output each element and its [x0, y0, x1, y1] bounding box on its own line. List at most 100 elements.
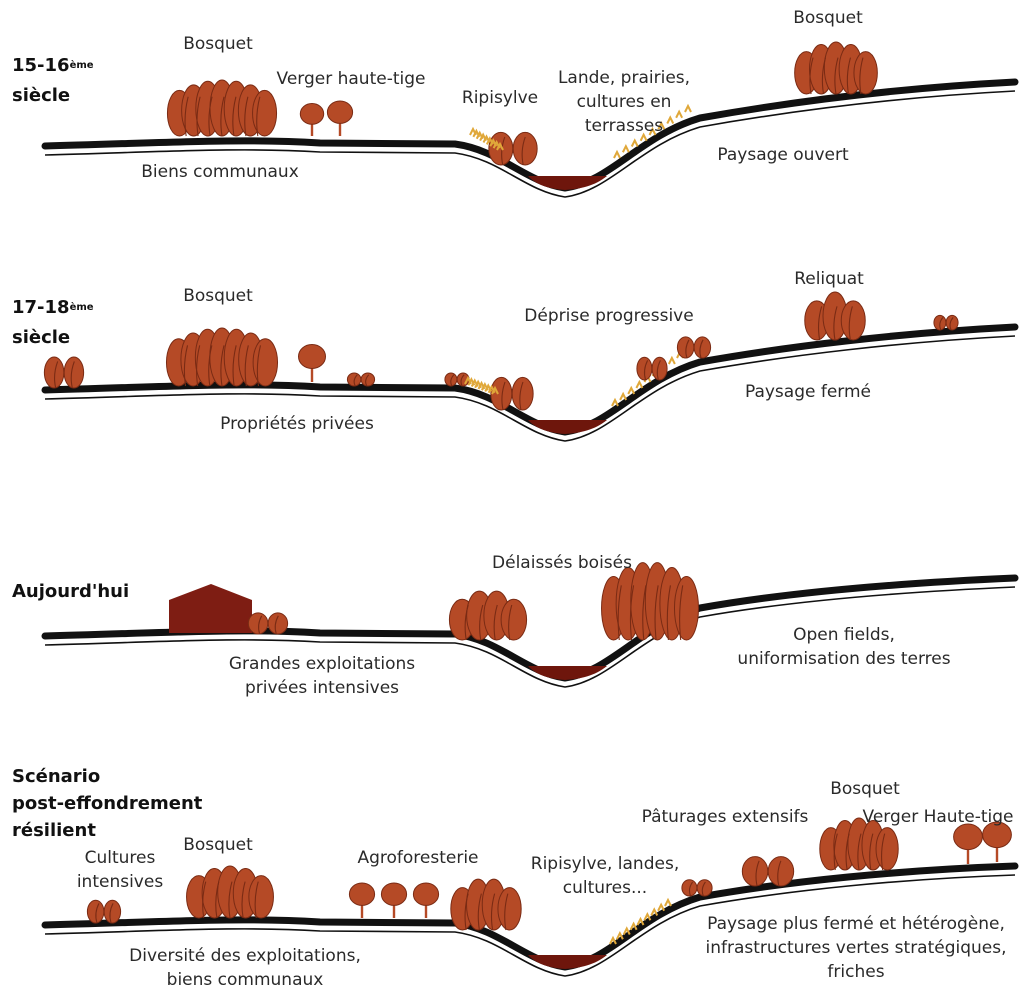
bush-stroke: [215, 881, 220, 919]
bush-lobe: [693, 336, 712, 359]
bush-stroke: [241, 881, 246, 919]
ripisylve-p4: [450, 878, 522, 931]
bush-lobe: [267, 612, 289, 635]
shrub-tuft: [643, 912, 652, 921]
bosquet-p1-left: [166, 79, 278, 137]
bush-stroke: [244, 96, 249, 137]
bush-stroke: [254, 881, 259, 919]
panel4-label-bosquet-left: Bosquet: [183, 835, 253, 855]
bush-stroke: [617, 585, 622, 641]
bush-stroke: [490, 893, 496, 931]
ground-underline: [44, 874, 1016, 977]
shrub-tuft: [615, 931, 624, 940]
river: [528, 420, 607, 434]
shrub-tuft: [667, 355, 676, 365]
bush-stroke: [501, 381, 506, 411]
bush-stroke: [464, 604, 469, 641]
bush-stroke: [821, 57, 827, 95]
shrub-tuft: [664, 897, 672, 907]
ripisylve-p1: [488, 131, 538, 166]
bush-stroke: [109, 903, 114, 924]
panel1-label-lande: Lande, prairies, cultures en terrasses: [557, 68, 691, 136]
bush-stroke: [857, 833, 862, 871]
shrub-tuft: [611, 397, 619, 407]
bush-stroke: [220, 345, 225, 387]
verger-tree: [326, 100, 354, 136]
bush-stroke: [493, 604, 498, 641]
bush-stroke: [629, 585, 635, 641]
shrub-tuft: [657, 902, 666, 912]
tree-trunk: [995, 842, 999, 862]
bush-stroke: [479, 604, 484, 641]
bush-stroke: [521, 136, 526, 166]
panel2-title: 17-18ème siècle: [12, 297, 94, 348]
panel4-label-paysage: Paysage plus fermé et hétérogène, infrast…: [705, 914, 1007, 982]
bush-lobe: [767, 856, 795, 887]
panel4-title: Scénario post-effondrement résilient: [12, 766, 203, 841]
bush-stroke: [859, 57, 864, 95]
panel2-label-reliquat: Reliquat: [794, 269, 864, 289]
shrub-tuft: [650, 907, 659, 916]
shrubs-p1-left: [469, 126, 504, 151]
ground-underline: [44, 586, 1016, 688]
shrub-tuft: [491, 385, 499, 395]
bush-stroke: [501, 136, 506, 166]
shrub-tuft: [648, 126, 657, 136]
tree-trunk: [392, 901, 396, 918]
bush-stroke: [232, 345, 237, 387]
shrub-tuft: [635, 379, 644, 389]
bush-stroke: [881, 833, 886, 871]
bush-p4-cultures: [86, 899, 122, 924]
bush-lobe: [488, 131, 514, 166]
bush-lobe: [63, 356, 85, 389]
panel1-label-bosquet-left: Bosquet: [183, 34, 253, 54]
bush-stroke: [464, 893, 469, 931]
bush-stroke: [54, 361, 59, 389]
bush-stroke: [845, 833, 850, 871]
shrub-tuft: [627, 385, 636, 395]
bush-stroke: [949, 317, 954, 331]
tree-crown: [348, 882, 376, 906]
shrub-tuft: [684, 103, 692, 113]
shrubs-p1-right: [613, 103, 692, 159]
tree-crown: [299, 103, 325, 125]
bush-lobe: [248, 875, 274, 919]
panel3-label-delaisses: Délaissés boisés: [492, 553, 632, 573]
bush-p4-mid: [741, 856, 795, 887]
bush-stroke: [365, 374, 370, 387]
shrub-tuft: [613, 149, 621, 159]
tree-crown: [326, 100, 354, 124]
bush-stroke: [196, 96, 201, 137]
delaisses-right: [601, 562, 699, 641]
bush-lobe: [651, 356, 668, 381]
bush-stroke: [846, 57, 852, 95]
bosquet-p4-right: [819, 817, 899, 871]
bush-stroke: [95, 903, 100, 924]
bush-lobe: [511, 376, 534, 411]
bush-stroke: [688, 881, 694, 897]
panel4-label-diversite: Diversité des exploitations, biens commun…: [129, 946, 361, 990]
panel4-label-paturages: Pâturages extensifs: [641, 807, 809, 827]
bush-stroke: [508, 604, 513, 641]
bush-stroke: [450, 374, 455, 387]
bush-p2-far: [933, 314, 959, 331]
bush-lobe: [512, 131, 538, 166]
bush-stroke: [848, 306, 853, 341]
panel4-label-verger: Verger Haute-tige: [862, 807, 1014, 827]
shrub-tuft: [622, 926, 631, 935]
bush-stroke: [220, 96, 225, 137]
bush-lobe: [696, 879, 713, 897]
bosquet-p1-right: [794, 41, 878, 95]
bush-p2-edge: [43, 356, 85, 389]
panel4-label-bosquet-right: Bosquet: [830, 779, 900, 799]
tree-crown: [380, 882, 408, 906]
river: [528, 666, 607, 680]
bush-stroke: [656, 360, 661, 381]
panel3-label-open-fields: Open fields, uniformisation des terres: [737, 625, 951, 669]
bush-stroke: [208, 345, 213, 387]
bush-lobe: [741, 856, 769, 887]
bush-lobe: [247, 612, 269, 635]
panel1-label-bosquet-right: Bosquet: [793, 8, 863, 28]
